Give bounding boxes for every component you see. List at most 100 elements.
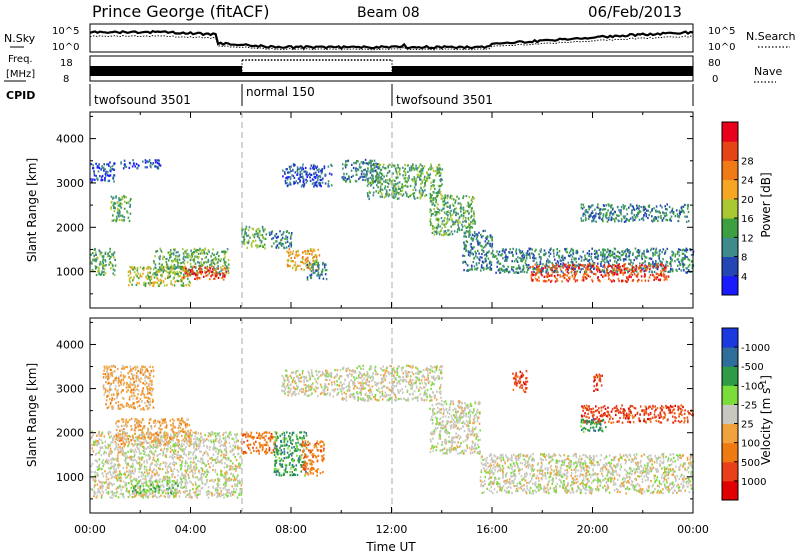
velocity-echo-cell [111, 484, 114, 487]
power-echo-cell [187, 271, 190, 274]
power-echo-cell [639, 262, 641, 265]
power-echo-cell [497, 269, 500, 272]
power-echo-cell [420, 172, 423, 175]
power-echo-cell [499, 254, 501, 257]
power-echo-cell [674, 215, 677, 218]
power-echo-cell [631, 204, 634, 208]
power-echo-cell [393, 196, 395, 199]
power-echo-cell [687, 205, 689, 208]
power-echo-cell [364, 179, 366, 182]
power-echo-cell [209, 278, 211, 281]
velocity-echo-cell [233, 479, 235, 482]
power-echo-cell [308, 260, 311, 264]
power-echo-cell [653, 265, 656, 268]
power-echo-cell [465, 210, 467, 213]
power-echo-cell [660, 261, 663, 264]
velocity-echo-cell [117, 457, 119, 460]
power-echo-cell [241, 240, 243, 243]
power-echo-cell [617, 250, 620, 253]
velocity-echo-cell [106, 461, 108, 464]
power-echo-cell [521, 270, 523, 273]
power-echo-cell [125, 165, 128, 168]
power-echo-cell [467, 202, 470, 205]
power-echo-cell [373, 159, 376, 162]
power-echo-cell [204, 266, 206, 269]
velocity-echo-cell [124, 473, 126, 476]
power-echo-cell [531, 271, 533, 274]
power-echo-cell [370, 162, 372, 165]
power-echo-cell [144, 166, 147, 169]
power-echo-cell [109, 166, 112, 169]
power-echo-cell [156, 271, 158, 274]
velocity-echo-cell [214, 446, 217, 449]
power-echo-cell [104, 260, 107, 263]
velocity-echo-cell [116, 439, 119, 442]
power-echo-cell [604, 249, 607, 252]
power-echo-cell [104, 168, 106, 171]
power-echo-cell [212, 261, 215, 265]
velocity-echo-cell [135, 435, 137, 439]
power-echo-cell [624, 258, 626, 261]
power-echo-cell [408, 174, 410, 178]
power-echo-cell [636, 215, 639, 218]
power-echo-cell [462, 209, 465, 212]
velocity-echo-cell [157, 467, 160, 470]
power-echo-cell [646, 250, 648, 253]
power-echo-cell [183, 262, 186, 265]
power-echo-cell [468, 233, 471, 236]
power-echo-cell [562, 275, 564, 278]
power-echo-cell [96, 165, 99, 168]
power-echo-cell [463, 235, 465, 238]
power-echo-cell [370, 168, 372, 171]
power-echo-cell [146, 160, 148, 163]
power-echo-cell [587, 217, 590, 221]
power-echo-cell [316, 179, 319, 182]
power-echo-cell [151, 163, 154, 166]
power-echo-region [462, 229, 494, 272]
velocity-echo-cell [220, 471, 223, 474]
velocity-echo-cell [94, 479, 97, 482]
power-echo-cell [284, 237, 286, 240]
power-echo-cell [534, 274, 536, 277]
power-echo-cell [108, 263, 110, 266]
power-echo-cell [625, 280, 628, 283]
velocity-echo-cell [128, 456, 130, 459]
velocity-echo-cell [91, 443, 93, 447]
power-echo-cell [394, 195, 397, 198]
power-echo-cell [472, 237, 475, 240]
power-echo-cell [545, 264, 548, 267]
velocity-echo-cell [106, 483, 109, 486]
power-echo-cell [617, 265, 619, 268]
power-echo-cell [182, 284, 184, 287]
power-echo-cell [680, 206, 683, 209]
power-echo-cell [598, 269, 601, 272]
power-echo-cell [473, 215, 475, 218]
power-echo-cell [94, 265, 97, 268]
power-echo-cell [113, 251, 116, 254]
power-echo-cell [322, 263, 324, 266]
velocity-echo-cell [95, 452, 98, 455]
velocity-echo-cell [169, 440, 172, 444]
power-echo-cell [290, 260, 293, 263]
power-echo-cell [650, 249, 652, 252]
velocity-echo-cell [225, 441, 227, 444]
power-echo-cell [356, 168, 359, 171]
velocity-echo-cell [240, 491, 243, 494]
velocity-echo-cell [204, 471, 207, 475]
power-echo-cell [210, 270, 213, 274]
power-echo-cell [404, 171, 406, 174]
power-echo-cell [290, 170, 292, 173]
power-echo-cell [662, 258, 664, 261]
power-echo-cell [656, 272, 658, 275]
velocity-echo-cell [224, 437, 227, 440]
power-echo-cell [469, 243, 472, 246]
power-echo-cell [594, 256, 597, 259]
velocity-echo-cell [199, 444, 201, 447]
velocity-echo-cell [237, 479, 239, 483]
power-echo-cell [224, 267, 227, 270]
power-echo-cell [218, 255, 220, 258]
velocity-echo-cell [147, 454, 150, 457]
power-echo-cell [123, 194, 125, 198]
power-echo-cell [465, 248, 467, 251]
power-echo-cell [627, 249, 629, 252]
